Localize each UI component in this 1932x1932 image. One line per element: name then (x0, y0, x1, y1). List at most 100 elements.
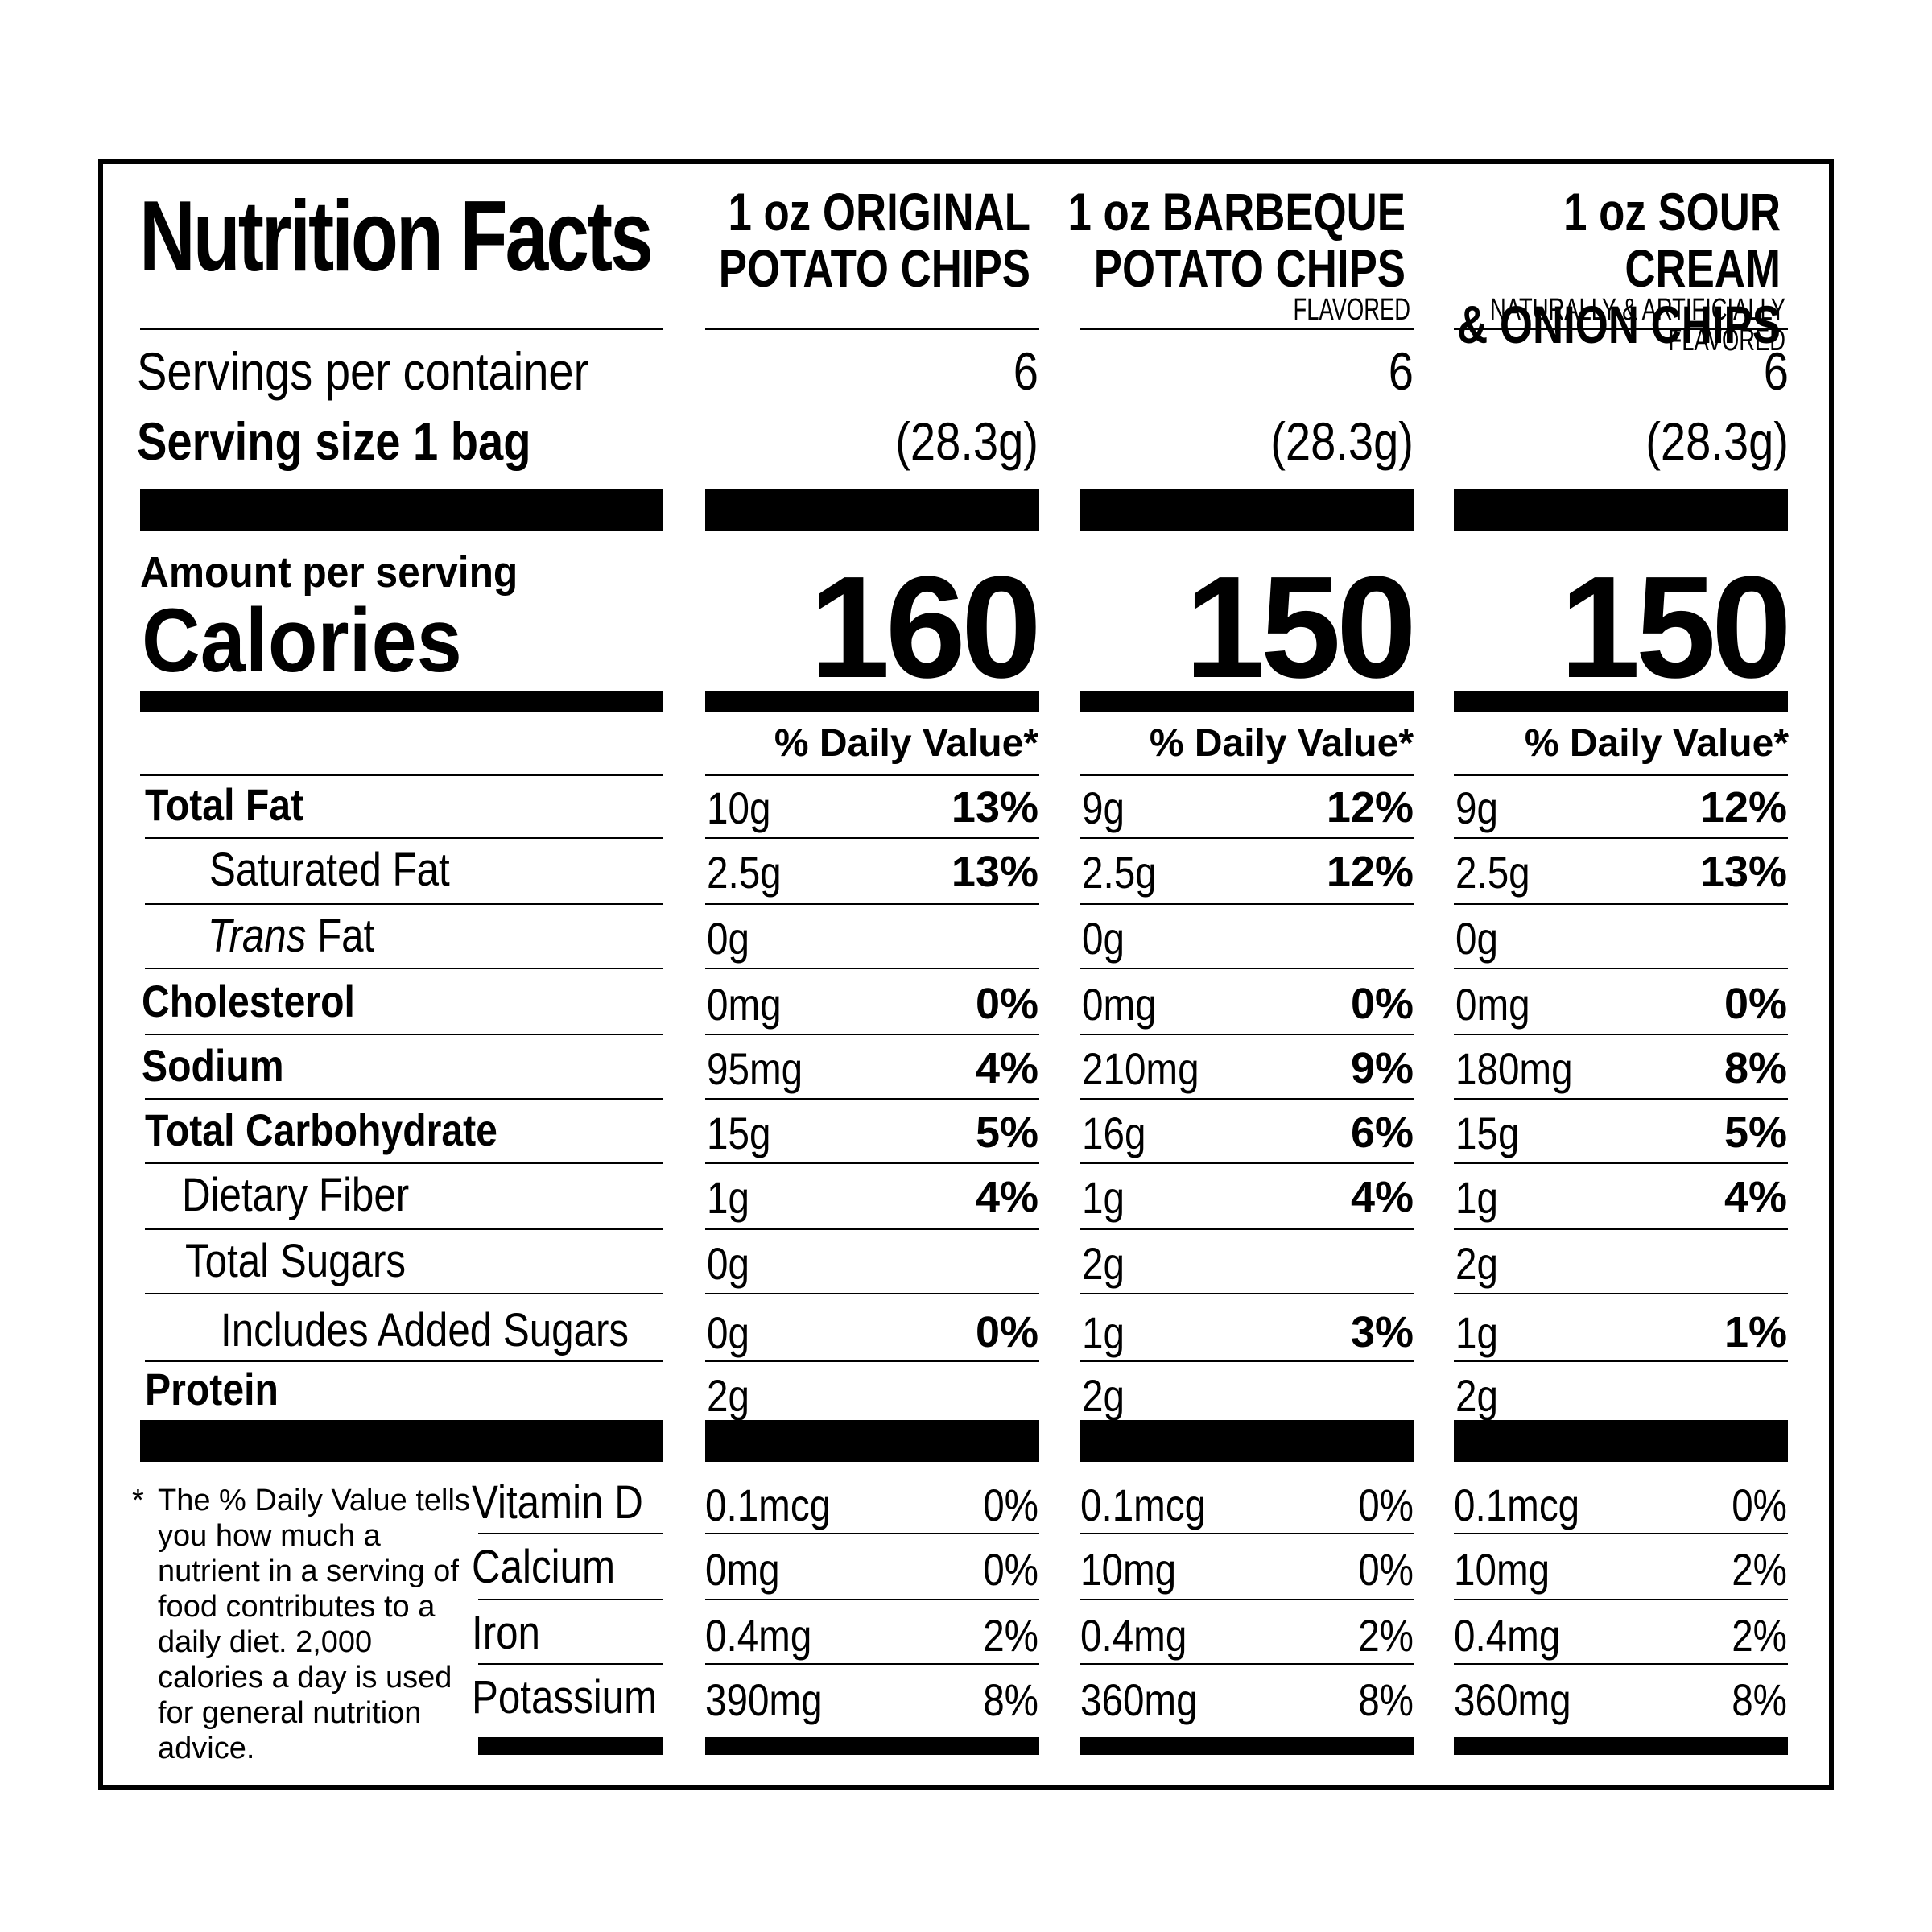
nutrient-amount: 1g (1082, 1172, 1125, 1223)
row-divider (1080, 903, 1414, 905)
nutrient-label-total-fat: Total Fat (145, 779, 304, 830)
medium-divider (1080, 691, 1414, 712)
vitamin-daily-value: 0% (1732, 1480, 1787, 1530)
nutrient-daily-value: 13% (951, 848, 1038, 896)
bottom-bar (478, 1737, 663, 1755)
product-name-line1: 1 oz SOUR CREAM (1563, 182, 1781, 298)
nutrient-amount: 9g (1455, 782, 1498, 833)
nutrient-label-protein: Protein (145, 1364, 279, 1414)
product-header-sour-cream: 1 oz SOUR CREAM & ONION CHIPS (1420, 184, 1781, 353)
nutrient-daily-value: 6% (1350, 1108, 1414, 1157)
thick-divider (1080, 489, 1414, 531)
thick-divider (1080, 1420, 1414, 1462)
row-divider (478, 1533, 663, 1534)
vitamin-label-vitamin-d: Vitamin D (472, 1476, 643, 1529)
vitamin-amount: 10mg (1080, 1544, 1177, 1595)
nutrient-daily-value: 12% (1699, 783, 1787, 832)
nutrient-amount: 2g (1082, 1370, 1125, 1421)
row-divider (1454, 1360, 1788, 1362)
dv-header: % Daily Value* (774, 722, 1038, 765)
vitamin-label-calcium: Calcium (472, 1541, 616, 1593)
nutrient-amount: 1g (1455, 1172, 1498, 1223)
row-divider (145, 968, 663, 969)
nutrient-amount: 15g (707, 1108, 771, 1158)
row-divider (1454, 1228, 1788, 1230)
trans-italic: Trans (208, 910, 307, 962)
row-divider (705, 1663, 1039, 1665)
nutrient-label-trans-fat: Trans Fat (208, 913, 374, 960)
thick-divider (140, 1420, 663, 1462)
row-divider (145, 1293, 663, 1294)
product-name-line2: POTATO CHIPS (1093, 238, 1406, 298)
nutrient-daily-value: 0% (975, 1308, 1038, 1356)
divider (1454, 774, 1788, 776)
vitamin-amount: 0.1mcg (705, 1480, 832, 1530)
nutrient-amount: 2g (1455, 1238, 1498, 1289)
nutrient-amount: 0mg (1455, 979, 1530, 1030)
serving-size-label: Serving size 1 bag (137, 411, 531, 471)
divider (1454, 328, 1788, 330)
vitamin-daily-value: 2% (983, 1610, 1038, 1661)
product-name-line1: 1 oz ORIGINAL (728, 182, 1030, 242)
medium-divider (1454, 691, 1788, 712)
vitamin-amount: 360mg (1080, 1674, 1198, 1725)
nutrient-amount: 1g (707, 1172, 749, 1223)
nutrient-daily-value: 0% (1724, 980, 1787, 1028)
row-divider (1454, 903, 1788, 905)
row-divider (1454, 1162, 1788, 1164)
row-divider (1454, 1533, 1788, 1534)
servings-value: 6 (1013, 341, 1038, 401)
row-divider (478, 1599, 663, 1600)
nutrient-daily-value: 1% (1724, 1308, 1787, 1356)
nutrient-daily-value: 9% (1350, 1044, 1414, 1092)
calories-label: Calories (142, 590, 462, 691)
nutrient-amount: 9g (1082, 782, 1125, 833)
row-divider (1080, 1599, 1414, 1600)
row-divider (705, 837, 1039, 839)
nutrient-daily-value: 0% (975, 980, 1038, 1028)
product-name-line2: POTATO CHIPS (718, 238, 1030, 298)
divider (705, 774, 1039, 776)
nutrient-amount: 2g (1082, 1238, 1125, 1289)
nutrient-label-cholesterol: Cholesterol (142, 976, 355, 1026)
bottom-bar (1454, 1737, 1788, 1755)
amount-per-serving: Amount per serving (140, 548, 518, 597)
row-divider (145, 1162, 663, 1164)
nutrient-label-saturated-fat: Saturated Fat (209, 844, 450, 896)
nutrient-daily-value: 8% (1724, 1044, 1787, 1092)
divider (140, 328, 663, 330)
servings-value: 6 (1388, 341, 1414, 401)
row-divider (1080, 1034, 1414, 1035)
nutrient-amount: 2.5g (1455, 847, 1530, 898)
product-name-line2: & ONION CHIPS (1457, 295, 1781, 354)
servings-label: Servings per container (137, 341, 589, 401)
nutrient-daily-value: 5% (975, 1108, 1038, 1157)
vitamin-amount: 0.4mg (1080, 1610, 1187, 1661)
nutrient-label-total-carbohydrate: Total Carbohydrate (145, 1104, 497, 1155)
product-note-barbeque: FLAVORED (1293, 293, 1410, 327)
thick-divider (1454, 1420, 1788, 1462)
vitamin-daily-value: 8% (1358, 1674, 1414, 1725)
row-divider (705, 1360, 1039, 1362)
row-divider (1080, 1663, 1414, 1665)
vitamin-amount: 0mg (705, 1544, 780, 1595)
nutrient-amount: 0g (1082, 913, 1125, 964)
vitamin-label-potassium: Potassium (472, 1671, 658, 1724)
nutrient-amount: 2.5g (707, 847, 782, 898)
nutrient-daily-value: 5% (1724, 1108, 1787, 1157)
row-divider (478, 1663, 663, 1665)
dv-header: % Daily Value* (1149, 722, 1414, 765)
medium-divider (705, 691, 1039, 712)
nutrient-daily-value: 0% (1350, 980, 1414, 1028)
vitamin-amount: 0.4mg (705, 1610, 812, 1661)
row-divider (1454, 1098, 1788, 1100)
nutrient-label-sodium: Sodium (142, 1040, 284, 1091)
row-divider (1454, 837, 1788, 839)
vitamin-daily-value: 2% (1358, 1610, 1414, 1661)
medium-divider (140, 691, 663, 712)
nutrient-amount: 0g (707, 1307, 749, 1358)
vitamin-amount: 0.1mcg (1454, 1480, 1580, 1530)
nutrient-amount: 95mg (707, 1043, 803, 1094)
row-divider (1080, 1533, 1414, 1534)
nutrient-daily-value: 3% (1350, 1308, 1414, 1356)
